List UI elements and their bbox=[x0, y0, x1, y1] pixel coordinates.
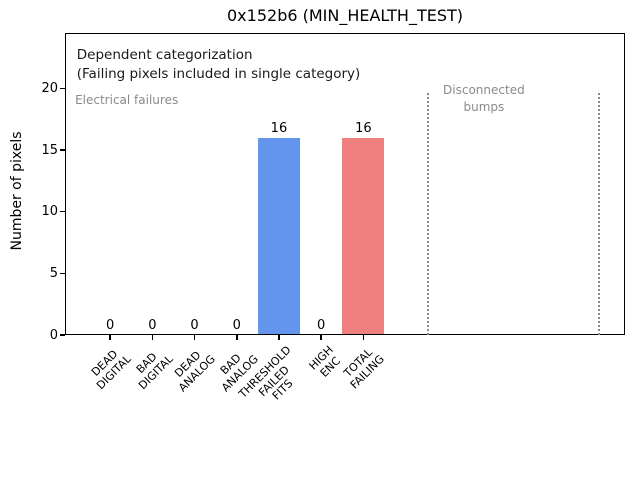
annotation-dependent-categorization: Dependent categorization bbox=[76, 46, 253, 63]
x-tick-label: HIGH ENC bbox=[306, 343, 343, 380]
y-tick-label: 20 bbox=[41, 80, 58, 96]
bar-value-label: 16 bbox=[355, 120, 372, 136]
annotation-dependent-note: (Failing pixels included in single categ… bbox=[76, 66, 361, 82]
y-axis-label: Number of pixels bbox=[9, 131, 25, 251]
section-separator-line bbox=[597, 93, 600, 335]
x-tick-label: DEAD ANALOG bbox=[172, 348, 218, 395]
bar-4 bbox=[257, 137, 301, 334]
y-tick-mark bbox=[60, 87, 65, 90]
x-tick-label: BAD DIGITAL bbox=[134, 350, 176, 392]
bar-value-label: 0 bbox=[190, 318, 199, 333]
y-tick-mark bbox=[60, 210, 65, 213]
x-tick-mark bbox=[320, 335, 322, 340]
y-tick-label: 5 bbox=[49, 265, 58, 281]
bar-value-label: 16 bbox=[270, 120, 288, 136]
x-tick-mark bbox=[236, 335, 238, 340]
y-tick-label: 15 bbox=[41, 142, 58, 158]
x-tick-mark bbox=[362, 335, 365, 340]
chart-title: 0x152b6 (MIN_HEALTH_TEST) bbox=[227, 6, 463, 25]
y-tick-mark bbox=[60, 334, 65, 336]
bar-value-label: 0 bbox=[232, 318, 241, 333]
annotation-disconnected-bumps: Disconnected bumps bbox=[443, 83, 525, 115]
x-tick-label: DEAD DIGITAL bbox=[89, 347, 134, 392]
plot-area bbox=[65, 33, 625, 335]
bar-value-label: 0 bbox=[106, 318, 115, 333]
bar-value-label: 0 bbox=[317, 318, 326, 333]
x-tick-mark bbox=[109, 335, 111, 340]
y-tick-mark bbox=[60, 149, 65, 151]
x-tick-mark bbox=[151, 335, 154, 340]
x-tick-mark bbox=[193, 335, 196, 340]
section-separator-line bbox=[426, 93, 429, 335]
y-tick-label: 0 bbox=[49, 327, 58, 343]
y-tick-mark bbox=[60, 272, 65, 275]
y-tick-label: 10 bbox=[41, 204, 58, 220]
bar-6 bbox=[342, 137, 385, 334]
annotation-electrical-failures: Electrical failures bbox=[75, 93, 179, 108]
bar-value-label: 0 bbox=[148, 318, 157, 333]
x-tick-label: TOTAL FAILING bbox=[341, 345, 387, 392]
x-tick-mark bbox=[278, 335, 280, 340]
